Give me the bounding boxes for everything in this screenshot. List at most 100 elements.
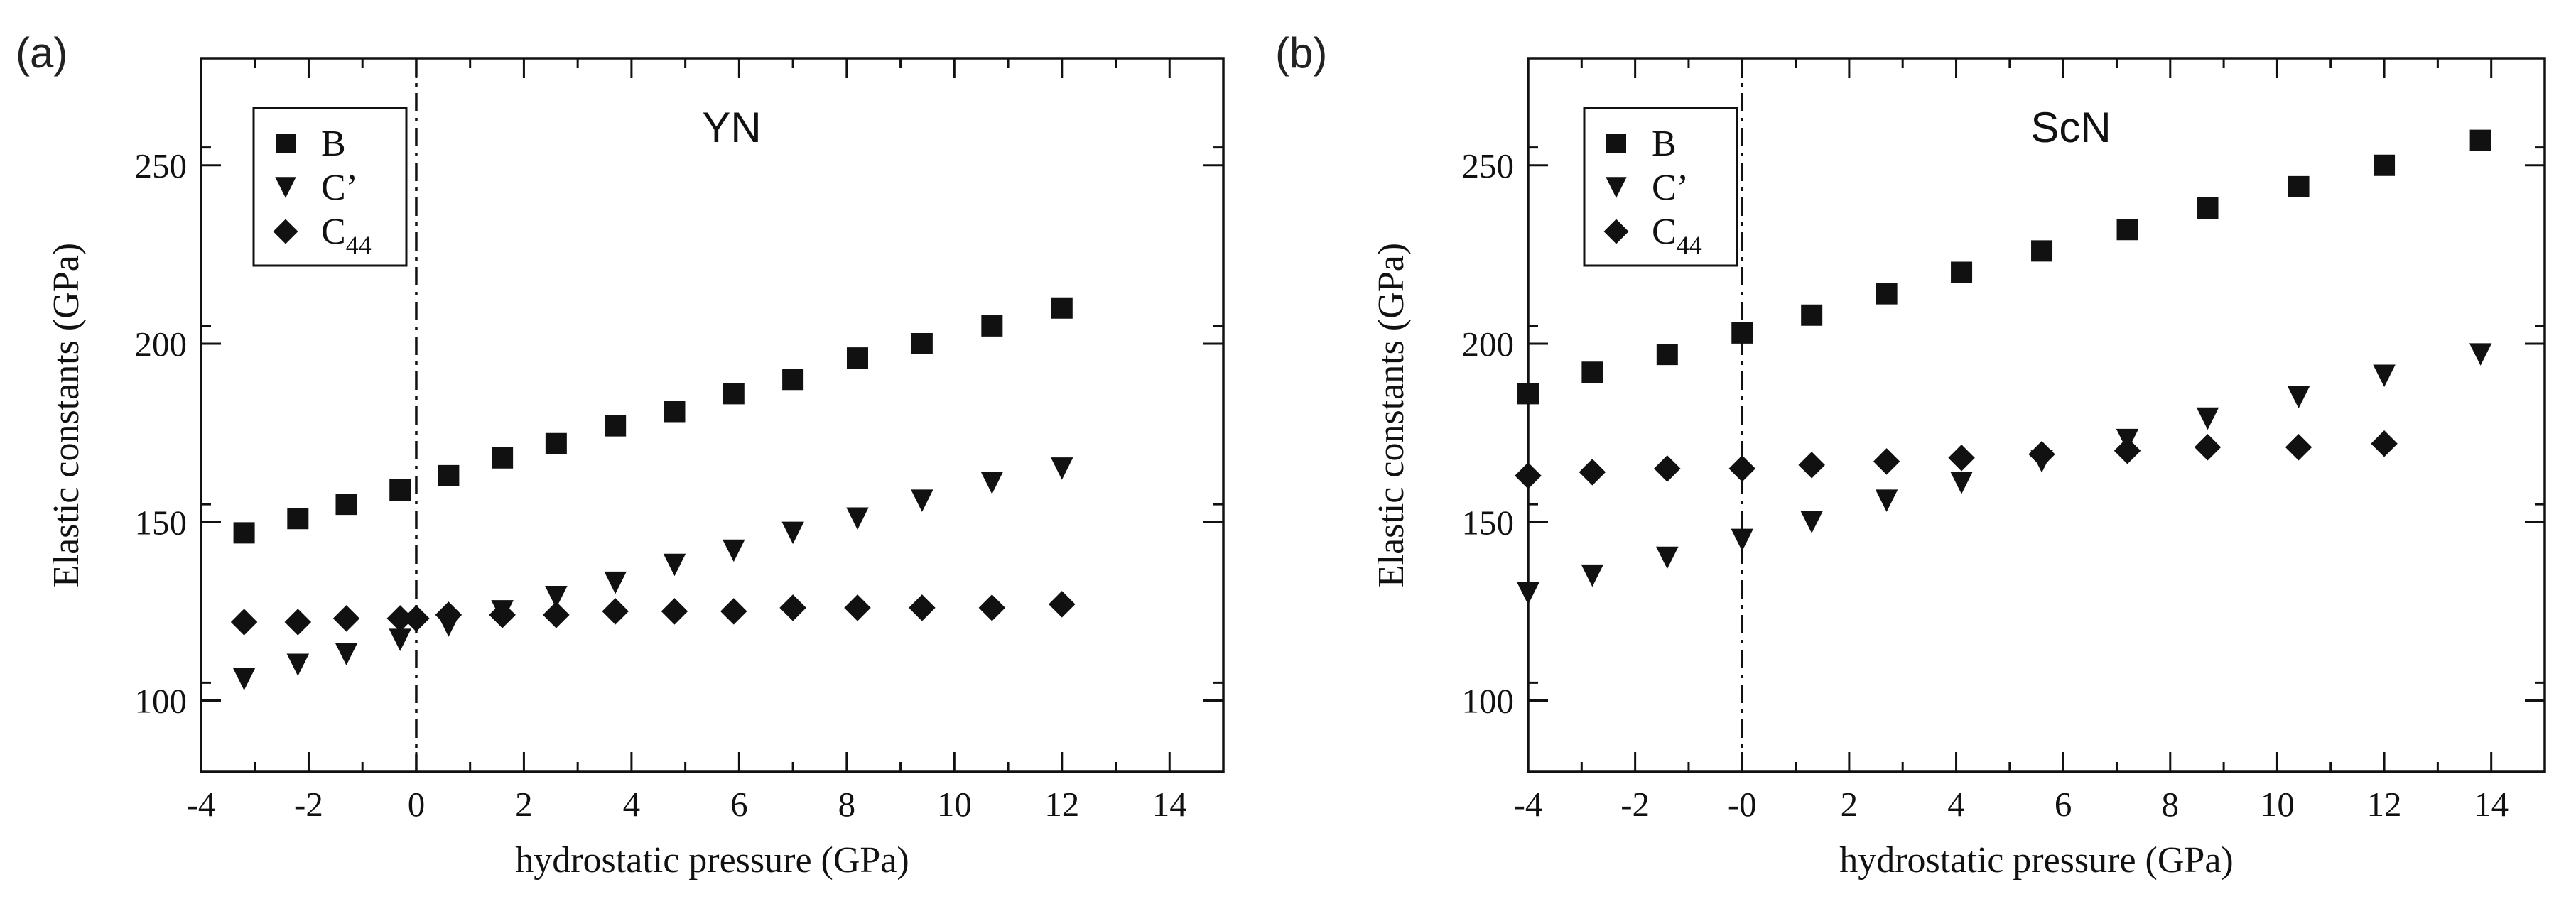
legend-marker-b xyxy=(1606,134,1626,153)
y-tick-label: 100 xyxy=(135,682,188,721)
data-point-b xyxy=(981,315,1003,337)
data-point-c xyxy=(1875,489,1898,512)
legend-label-main: B xyxy=(321,124,346,164)
x-tick-label: 2 xyxy=(1841,785,1858,824)
data-point-c44 xyxy=(779,594,806,621)
data-point-c44 xyxy=(2194,433,2221,461)
data-point-b xyxy=(1517,383,1539,405)
data-point-c xyxy=(2287,386,2310,409)
data-point-b xyxy=(438,464,460,486)
y-tick-label: 150 xyxy=(135,503,188,542)
x-tick-label: 6 xyxy=(2055,785,2072,824)
data-point-c xyxy=(545,586,568,609)
data-point-c44 xyxy=(2028,441,2055,468)
data-point-c xyxy=(911,489,933,512)
data-point-b xyxy=(389,479,411,501)
data-point-b xyxy=(605,415,627,437)
x-tick-label: -0 xyxy=(1728,785,1757,824)
x-tick-label: 4 xyxy=(623,785,641,824)
x-tick-label: -4 xyxy=(187,785,216,824)
legend-label: B xyxy=(1652,124,1677,164)
chart-title: ScN xyxy=(2030,104,2111,151)
y-tick-label: 100 xyxy=(1462,682,1515,721)
x-axis-title: hydrostatic pressure (GPa) xyxy=(515,840,909,881)
x-tick-label: -2 xyxy=(294,785,323,824)
y-axis-title: Elastic constants (GPa) xyxy=(46,243,87,587)
legend-label-subscript: 44 xyxy=(1677,231,1702,259)
legend-label-main: C xyxy=(1652,212,1677,252)
data-point-b xyxy=(2288,175,2310,197)
data-point-c xyxy=(1581,564,1604,587)
legend-marker-c44 xyxy=(1603,219,1629,244)
legend: BC’C44 xyxy=(252,107,408,267)
data-point-c xyxy=(1950,472,1973,494)
legend-label: C44 xyxy=(321,212,372,259)
data-point-b xyxy=(2197,197,2219,219)
data-point-c44 xyxy=(1728,455,1756,482)
legend-marker-b xyxy=(276,134,296,153)
x-tick-label: 12 xyxy=(1044,785,1079,824)
series-b xyxy=(1517,129,2491,405)
data-point-b xyxy=(664,401,686,423)
data-point-c44 xyxy=(720,598,747,625)
data-point-c44 xyxy=(543,601,570,628)
data-point-c xyxy=(389,628,411,651)
data-point-c44 xyxy=(661,598,688,625)
data-point-c xyxy=(1800,511,1823,533)
legend-label-main: C’ xyxy=(1652,168,1689,208)
data-point-c xyxy=(2469,343,2492,366)
data-point-c44 xyxy=(435,601,462,628)
data-point-b xyxy=(1876,283,1898,305)
data-point-b xyxy=(782,369,804,391)
data-point-c xyxy=(2196,407,2219,430)
series-c xyxy=(232,457,1073,691)
data-point-c44 xyxy=(844,594,871,621)
data-point-c xyxy=(1731,528,1754,552)
data-point-c44 xyxy=(1654,455,1681,482)
data-point-b xyxy=(2374,154,2396,176)
panel-label: (a) xyxy=(16,29,67,77)
data-point-c xyxy=(846,507,869,530)
data-point-b xyxy=(2031,240,2053,262)
plot-frame xyxy=(1527,57,2546,773)
legend-marker-c xyxy=(275,177,296,198)
data-point-b xyxy=(233,522,255,544)
data-point-b xyxy=(1801,304,1823,326)
series-c44 xyxy=(230,591,1076,636)
data-point-b xyxy=(287,508,309,530)
x-tick-label: 8 xyxy=(2162,785,2180,824)
data-point-b xyxy=(2469,129,2491,151)
x-tick-label: 14 xyxy=(1152,785,1187,824)
data-point-c44 xyxy=(2285,433,2312,461)
x-tick-label: 10 xyxy=(937,785,972,824)
y-axis-title: Elastic constants (GPa) xyxy=(1371,243,1412,587)
legend-label-main: C’ xyxy=(321,168,358,208)
data-point-c44 xyxy=(978,594,1006,621)
legend-label-main: B xyxy=(1652,124,1677,164)
data-point-c44 xyxy=(1579,459,1606,486)
x-tick-label: 6 xyxy=(730,785,748,824)
y-tick-label: 250 xyxy=(1462,146,1515,185)
data-point-b xyxy=(1581,361,1603,383)
legend-label-main: C xyxy=(321,212,346,252)
legend-label: B xyxy=(321,124,346,164)
data-point-c44 xyxy=(1798,452,1825,479)
x-tick-label: 10 xyxy=(2260,785,2295,824)
data-point-c44 xyxy=(1948,445,1975,472)
data-point-c44 xyxy=(909,594,936,621)
panel-scn: (b) -4 -2 -0 2 4 6 8 10 12 14 100 150 200 250 hydrostat… xyxy=(1275,29,2546,881)
x-tick-label: 0 xyxy=(408,785,426,824)
y-tick-label: 250 xyxy=(135,146,188,185)
x-tick-label: 2 xyxy=(515,785,533,824)
legend-marker-c44 xyxy=(273,219,298,244)
data-point-c xyxy=(335,643,358,665)
data-point-c44 xyxy=(2371,430,2398,457)
data-point-b xyxy=(2116,219,2138,241)
data-point-c44 xyxy=(489,601,516,628)
data-point-b xyxy=(545,432,567,454)
legend: BC’C44 xyxy=(1583,107,1738,267)
data-point-c xyxy=(232,668,256,691)
data-point-c44 xyxy=(403,605,430,632)
chart-title: YN xyxy=(702,104,761,151)
